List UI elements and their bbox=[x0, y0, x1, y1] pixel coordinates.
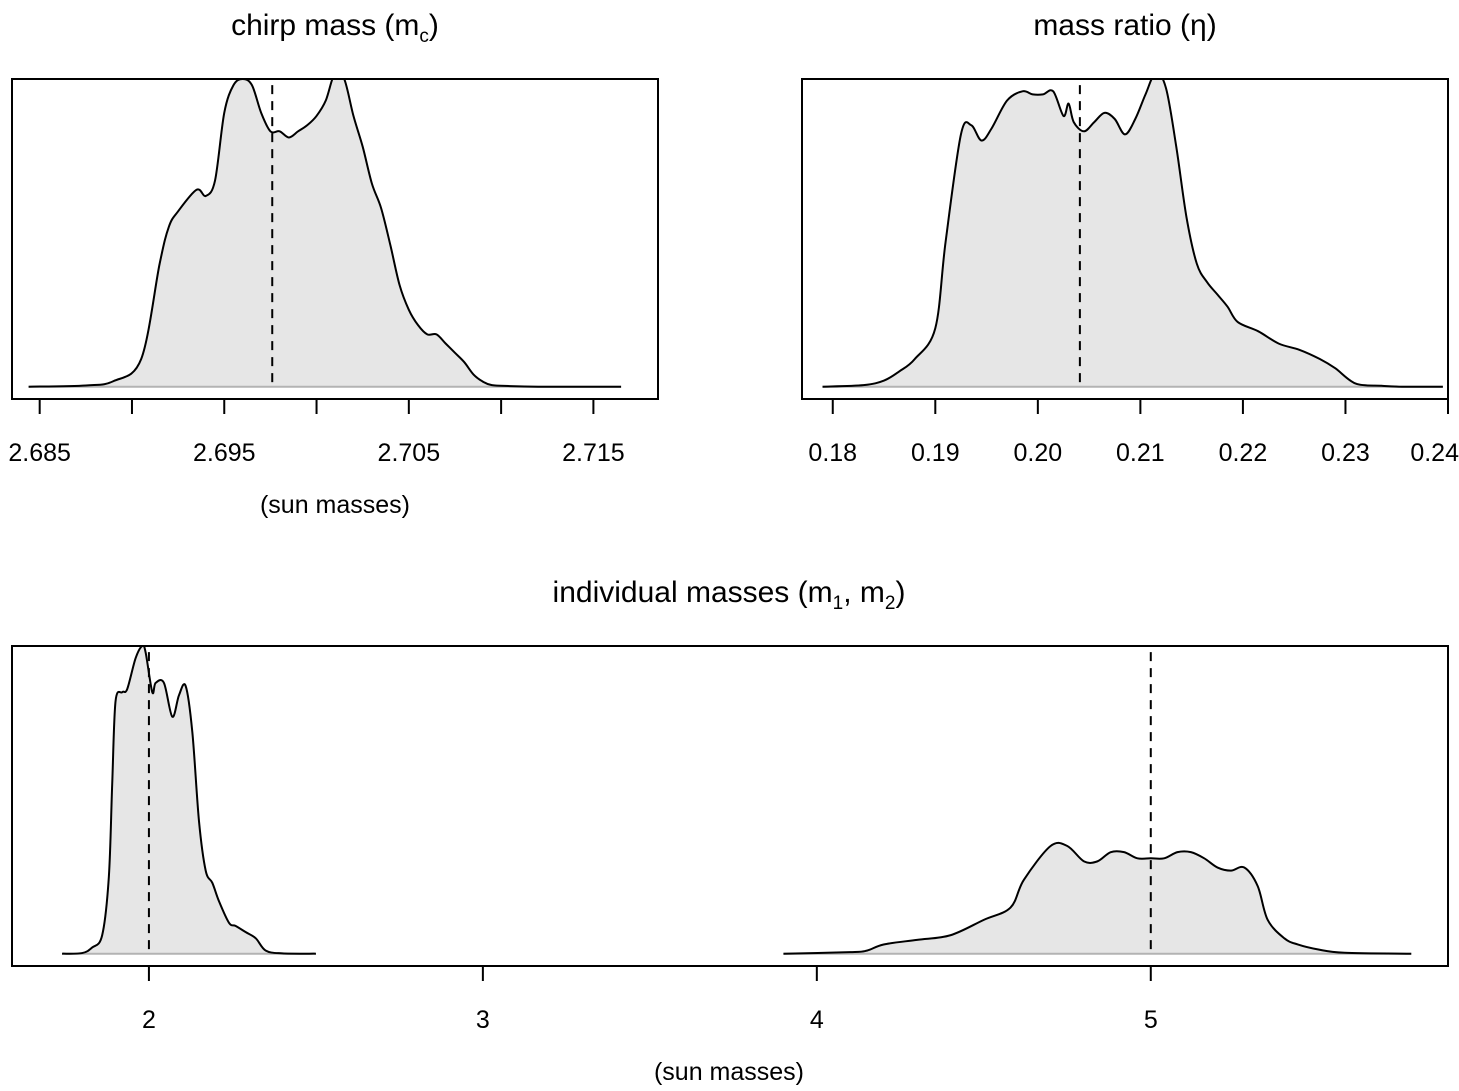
individual-masses-m1-density-fill bbox=[783, 842, 1412, 954]
individual-masses-x-tick-label-2: 3 bbox=[476, 1006, 490, 1034]
individual-masses-title-subscript-1: 1 bbox=[833, 593, 844, 614]
chirp-mass-series-density-curve bbox=[28, 79, 622, 388]
individual-masses-m1-density-curve bbox=[783, 841, 1412, 955]
chirp-mass-title-subscript: c bbox=[419, 26, 429, 47]
chirp-mass-plot-content bbox=[28, 79, 622, 388]
individual-masses-x-tick-label-4: 5 bbox=[1144, 1006, 1158, 1034]
individual-masses-x-tick-label-3: 4 bbox=[810, 1006, 824, 1034]
mass-ratio-x-tick-label-4: 0.21 bbox=[1116, 439, 1165, 467]
chirp-mass-x-tick-label-5: 2.705 bbox=[378, 439, 441, 467]
mass-ratio-series-density-fill bbox=[822, 79, 1443, 387]
individual-masses-title-middle: , m bbox=[843, 576, 885, 609]
individual-masses-title-subscript-2: 2 bbox=[885, 593, 896, 614]
individual-masses-x-axis-label: (sun masses) bbox=[654, 1058, 804, 1086]
chirp-mass-x-tick-label-3: 2.695 bbox=[193, 439, 256, 467]
mass-ratio-x-tick-label-2: 0.19 bbox=[911, 439, 960, 467]
mass-ratio-x-tick-label-7: 0.24 bbox=[1410, 439, 1459, 467]
individual-masses-m2-density-curve bbox=[62, 646, 316, 955]
individual-masses-plot-content bbox=[62, 646, 1412, 955]
chirp-mass-x-axis-label: (sun masses) bbox=[260, 491, 410, 519]
chirp-mass-plot-area: 2.685 2.695 2.705 2.715 bbox=[8, 78, 659, 467]
mass-ratio-series-density-curve bbox=[822, 79, 1443, 388]
individual-masses-plot-area: 2 3 4 5 bbox=[11, 645, 1449, 1034]
chirp-mass-x-tick-label-1: 2.685 bbox=[8, 439, 71, 467]
individual-masses-x-tick-label-1: 2 bbox=[142, 1006, 156, 1034]
individual-masses-title-text: individual masses (m bbox=[553, 576, 833, 609]
mass-ratio-x-tick-label-5: 0.22 bbox=[1219, 439, 1268, 467]
mass-ratio-plot-content bbox=[822, 79, 1443, 388]
mass-ratio-x-tick-label-1: 0.18 bbox=[808, 439, 857, 467]
individual-masses-m2-density-fill bbox=[62, 646, 316, 954]
mass-ratio-x-tick-label-6: 0.23 bbox=[1321, 439, 1370, 467]
mass-ratio-x-tick-label-3: 0.20 bbox=[1014, 439, 1063, 467]
mass-ratio-panel: mass ratio (η) 0.18 0.19 0.20 0.21 0.22 0.23 0… bbox=[801, 9, 1459, 467]
mass-ratio-title: mass ratio (η) bbox=[1033, 9, 1216, 42]
mass-ratio-plot-area: 0.18 0.19 0.20 0.21 0.22 0.23 0.24 bbox=[801, 78, 1459, 467]
chirp-mass-title: chirp mass (mc) bbox=[231, 9, 439, 47]
chirp-mass-title-text: chirp mass (m bbox=[231, 9, 419, 42]
chirp-mass-title-end: ) bbox=[429, 9, 439, 42]
individual-masses-title-end: ) bbox=[895, 576, 905, 609]
chirp-mass-panel: chirp mass (mc) 2.685 2.695 2.705 2.715 (su… bbox=[8, 9, 659, 519]
chirp-mass-series-density-fill bbox=[28, 79, 622, 387]
chirp-mass-x-tick-label-7: 2.715 bbox=[562, 439, 625, 467]
individual-masses-title: individual masses (m1, m2) bbox=[553, 576, 906, 614]
